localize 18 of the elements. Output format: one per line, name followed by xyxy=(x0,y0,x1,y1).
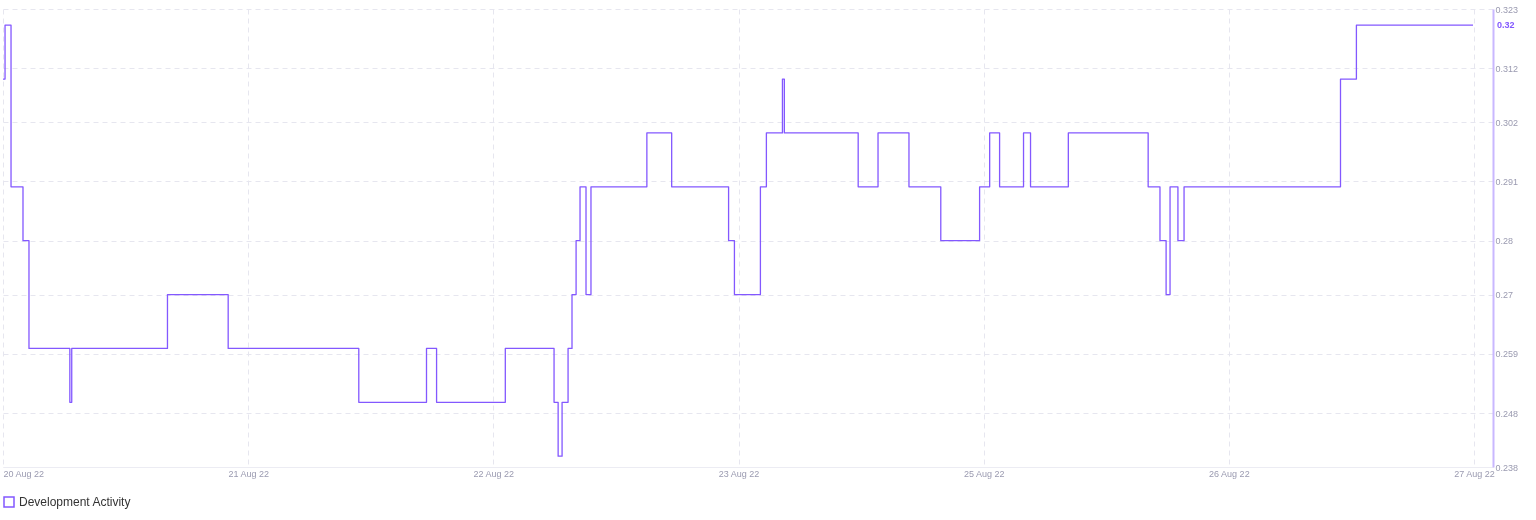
y-tick-label: 0.291 xyxy=(1495,176,1519,187)
annotation: 0.32 xyxy=(1497,20,1515,31)
y-tick-label: 0.28 xyxy=(1495,236,1514,247)
x-tick-label: 21 Aug 22 xyxy=(228,468,269,479)
x-tick-label: 23 Aug 22 xyxy=(718,468,760,479)
y-tick-label: 0.259 xyxy=(1495,349,1519,360)
x-tick-label: 27 Aug 22 xyxy=(1454,468,1495,479)
x-tick-label: 20 Aug 22 xyxy=(3,468,45,479)
y-tick-label: 0.248 xyxy=(1495,408,1519,419)
x-tick-label: 26 Aug 22 xyxy=(1209,468,1250,479)
y-tick-label: 0.323 xyxy=(1495,4,1519,15)
y-tick-label: 0.238 xyxy=(1495,462,1519,473)
y-tick-label: 0.27 xyxy=(1495,290,1514,301)
x-tick-label: 22 Aug 22 xyxy=(473,468,515,479)
y-tick-label: 0.312 xyxy=(1495,63,1519,74)
legend-label: Development Activity xyxy=(19,495,131,509)
y-tick-label: 0.302 xyxy=(1495,117,1519,128)
x-tick-label: 25 Aug 22 xyxy=(963,468,1005,479)
